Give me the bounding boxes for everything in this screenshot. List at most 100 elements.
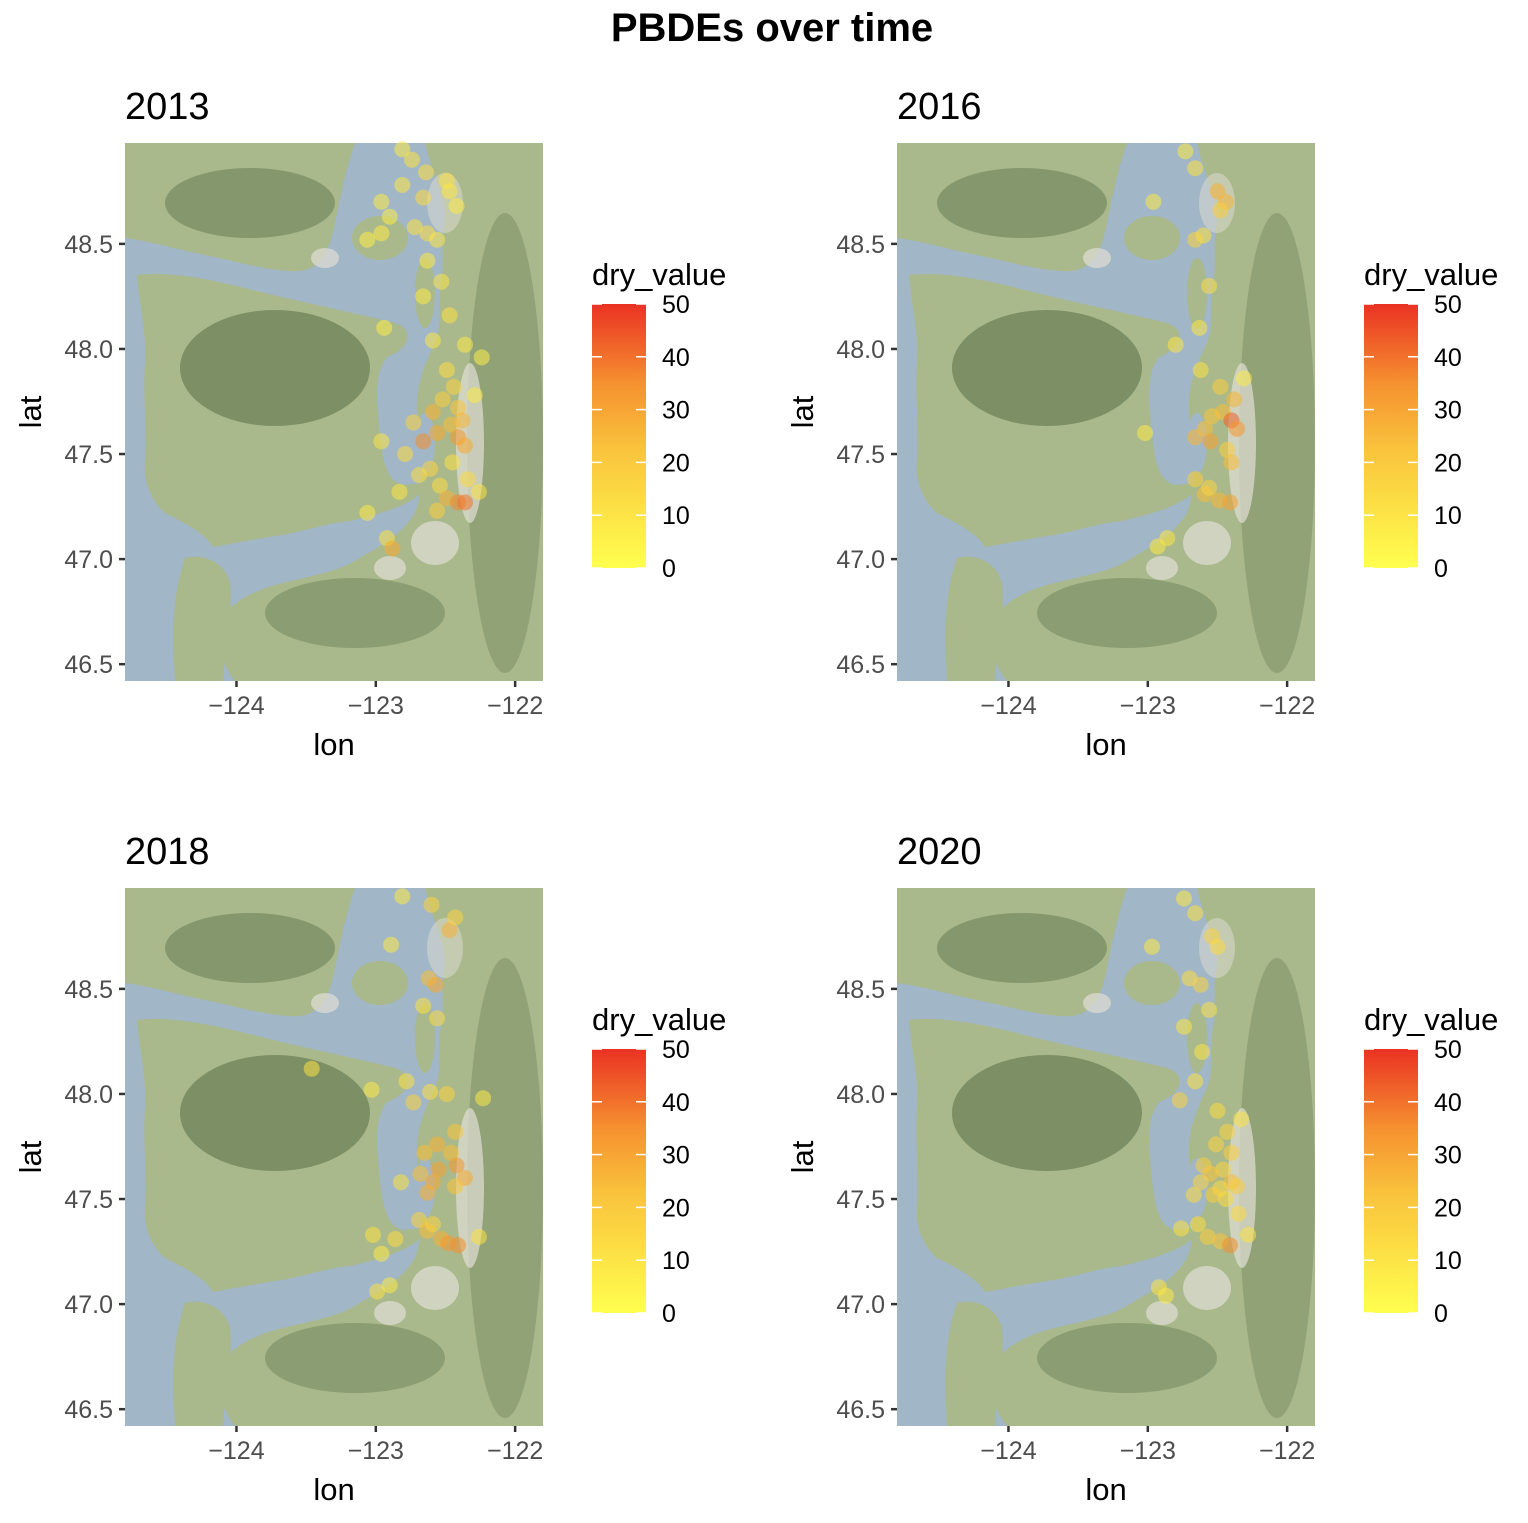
data-point [394,141,411,158]
data-point [429,1010,446,1027]
data-point [1229,1178,1245,1195]
data-point [381,208,398,225]
data-point [369,1283,386,1300]
data-point [470,483,487,500]
data-point [1222,494,1238,511]
data-point [1235,370,1252,387]
data-points [1137,143,1252,555]
legend-tick-label: 30 [662,1142,690,1170]
legend-tick-label: 50 [662,1036,690,1064]
y-tick-label: 48.0 [64,1081,113,1109]
x-tick-label: −123 [1120,692,1176,720]
y-tick-label: 48.5 [836,231,885,259]
data-point [1187,231,1204,248]
data-point [411,467,427,483]
data-point [1233,1111,1250,1128]
data-point [457,336,473,353]
basemap-tiles [897,143,1315,681]
data-point [415,288,432,305]
data-point [459,471,476,488]
x-tick-label: −123 [348,1437,404,1465]
data-point [406,219,423,236]
data-point [1205,1186,1222,1203]
legend-tick-label: 20 [1434,1194,1462,1222]
data-point [429,425,446,441]
data-point [1208,1136,1225,1153]
data-point [1187,471,1204,488]
data-point [424,1216,441,1233]
data-point [1173,1220,1190,1237]
legend-tick-label: 40 [662,1089,690,1117]
data-point [1240,1226,1257,1243]
legend-tick-label: 50 [1434,291,1462,319]
data-point [1202,433,1219,450]
data-point [1190,1216,1206,1233]
data-point [1176,1018,1192,1035]
color-legend: dry_value 0 10 20 30 40 50 [1364,1002,1498,1328]
data-points [359,141,490,557]
panel-title: 2020 [897,831,982,873]
data-point [466,387,483,404]
legend-tick-label: 10 [662,502,690,530]
data-point [457,494,473,511]
y-tick-label: 47.5 [64,1186,113,1214]
figure-title: PBDEs over time [611,6,933,50]
panel-2013: 2013 46.5 47.0 47.5 48.0 48.5 −124 −123 −122 lon l… [13,86,726,762]
data-point [1157,1287,1174,1304]
legend-tick-label: 10 [1434,502,1462,530]
data-point [1226,391,1243,408]
x-tick-label: −122 [1259,1437,1315,1465]
data-point [1191,319,1208,336]
x-tick-label: −124 [208,1437,264,1465]
x-tick-label: −124 [980,692,1036,720]
legend-tick-label: 0 [1434,1300,1448,1328]
data-point [443,416,459,433]
x-axis-label: lon [313,1472,354,1507]
data-point [475,1090,492,1107]
data-point [384,540,401,557]
legend-colorbar [592,304,646,568]
legend-tick-label: 0 [662,1300,676,1328]
data-point [1167,336,1184,353]
data-point [448,198,465,214]
data-point [444,454,461,471]
legend-tick-label: 0 [662,555,676,583]
data-point [450,1237,466,1254]
data-point [391,483,408,500]
x-tick-label: −122 [1259,692,1315,720]
data-point [430,1161,447,1178]
data-point [424,404,441,420]
y-tick-label: 47.5 [836,1186,885,1214]
data-point [383,936,400,953]
y-tick-label: 48.5 [836,976,885,1004]
x-tick-label: −124 [980,1437,1036,1465]
x-axis-label: lon [313,727,354,762]
legend-title: dry_value [1364,257,1498,292]
data-point [415,189,432,206]
data-point [394,177,411,193]
panel-2016: 2016 46.5 47.0 47.5 48.0 48.5 −124 −123 −122 lon l… [785,86,1498,762]
data-point [398,1073,415,1090]
legend-tick-label: 50 [1434,1036,1462,1064]
data-point [397,446,414,462]
legend-colorbar [1364,1049,1418,1313]
y-tick-label: 48.5 [64,976,113,1004]
legend-tick-label: 30 [662,397,690,425]
data-point [376,319,393,336]
data-point [1223,1144,1240,1161]
legend-tick-label: 30 [1434,1142,1462,1170]
data-point [1149,538,1166,555]
data-point [1201,1001,1218,1018]
data-point [441,183,458,200]
data-point [1176,890,1192,907]
legend-tick-label: 20 [662,1194,690,1222]
basemap-tiles [125,143,543,681]
data-point [441,307,458,324]
data-point [1192,976,1209,993]
data-point [438,362,455,378]
data-point [405,1094,422,1111]
data-point [429,1136,446,1153]
color-legend: dry_value 0 10 20 30 40 50 [592,1002,726,1328]
data-point [1219,1123,1236,1140]
legend-tick-label: 40 [662,344,690,372]
